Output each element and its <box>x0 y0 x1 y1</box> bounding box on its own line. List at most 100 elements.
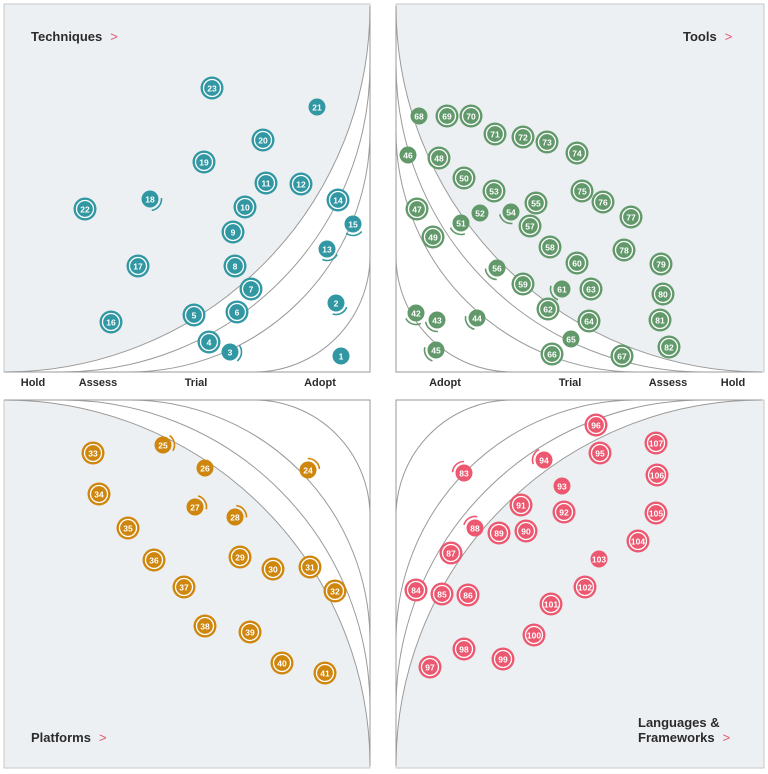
quadrant-title-languages-frameworks[interactable]: Languages & Frameworks > <box>638 715 730 745</box>
blip-52[interactable]: 52 <box>471 204 489 222</box>
blip-69[interactable]: 69 <box>435 104 459 128</box>
blip-27[interactable]: 27 <box>186 495 208 516</box>
blip-9[interactable]: 9 <box>221 220 245 244</box>
blip-65[interactable]: 65 <box>562 330 580 348</box>
blip-83[interactable]: 83 <box>451 460 473 482</box>
blip-55[interactable]: 55 <box>524 191 548 215</box>
blip-79[interactable]: 79 <box>649 252 673 276</box>
blip-102[interactable]: 102 <box>573 575 597 599</box>
blip-7[interactable]: 7 <box>239 277 263 301</box>
blip-58[interactable]: 58 <box>538 235 562 259</box>
blip-18[interactable]: 18 <box>141 190 163 212</box>
blip-33[interactable]: 33 <box>81 441 105 465</box>
blip-88[interactable]: 88 <box>463 515 484 537</box>
blip-6[interactable]: 6 <box>225 300 249 324</box>
blip-92[interactable]: 92 <box>552 500 576 524</box>
blip-16[interactable]: 16 <box>99 310 123 334</box>
blip-29[interactable]: 29 <box>228 545 252 569</box>
blip-106[interactable]: 106 <box>645 463 669 487</box>
blip-94[interactable]: 94 <box>531 448 553 469</box>
blip-63[interactable]: 63 <box>579 277 603 301</box>
blip-77[interactable]: 77 <box>619 205 643 229</box>
blip-53[interactable]: 53 <box>482 179 506 203</box>
blip-37[interactable]: 37 <box>172 575 196 599</box>
blip-62[interactable]: 62 <box>536 297 560 321</box>
blip-51[interactable]: 51 <box>449 214 470 236</box>
blip-96[interactable]: 96 <box>584 413 608 437</box>
blip-35[interactable]: 35 <box>116 516 140 540</box>
blip-86[interactable]: 86 <box>456 583 480 607</box>
blip-4[interactable]: 4 <box>197 330 221 354</box>
blip-45[interactable]: 45 <box>423 341 445 362</box>
blip-30[interactable]: 30 <box>261 557 285 581</box>
blip-3[interactable]: 3 <box>221 343 243 362</box>
blip-59[interactable]: 59 <box>511 272 535 296</box>
blip-85[interactable]: 85 <box>430 582 454 606</box>
blip-34[interactable]: 34 <box>87 482 111 506</box>
blip-87[interactable]: 87 <box>439 541 463 565</box>
blip-57[interactable]: 57 <box>518 214 542 238</box>
blip-23[interactable]: 23 <box>200 76 224 100</box>
blip-12[interactable]: 12 <box>289 172 313 196</box>
blip-73[interactable]: 73 <box>535 130 559 154</box>
blip-15[interactable]: 15 <box>344 215 363 237</box>
blip-56[interactable]: 56 <box>484 259 506 281</box>
blip-104[interactable]: 104 <box>626 529 650 553</box>
blip-49[interactable]: 49 <box>421 225 445 249</box>
blip-95[interactable]: 95 <box>588 441 612 465</box>
blip-60[interactable]: 60 <box>565 251 589 275</box>
blip-97[interactable]: 97 <box>418 655 442 679</box>
blip-80[interactable]: 80 <box>651 282 675 306</box>
blip-44[interactable]: 44 <box>464 309 486 330</box>
blip-64[interactable]: 64 <box>577 309 601 333</box>
blip-93[interactable]: 93 <box>553 477 571 495</box>
blip-21[interactable]: 21 <box>308 98 326 116</box>
blip-99[interactable]: 99 <box>491 647 515 671</box>
blip-105[interactable]: 105 <box>644 501 668 525</box>
blip-66[interactable]: 66 <box>540 342 564 366</box>
quadrant-title-techniques[interactable]: Techniques > <box>31 29 118 44</box>
blip-19[interactable]: 19 <box>192 150 216 174</box>
blip-8[interactable]: 8 <box>223 254 247 278</box>
blip-11[interactable]: 11 <box>254 171 278 195</box>
blip-40[interactable]: 40 <box>270 651 294 675</box>
blip-76[interactable]: 76 <box>591 190 615 214</box>
blip-75[interactable]: 75 <box>570 179 594 203</box>
blip-54[interactable]: 54 <box>498 203 520 225</box>
blip-84[interactable]: 84 <box>404 578 428 602</box>
blip-24[interactable]: 24 <box>299 457 321 479</box>
blip-89[interactable]: 89 <box>487 521 511 545</box>
blip-82[interactable]: 82 <box>657 335 681 359</box>
blip-78[interactable]: 78 <box>612 238 636 262</box>
blip-46[interactable]: 46 <box>399 146 417 164</box>
blip-5[interactable]: 5 <box>182 303 206 327</box>
blip-61[interactable]: 61 <box>549 280 571 301</box>
blip-13[interactable]: 13 <box>318 240 338 262</box>
blip-20[interactable]: 20 <box>251 128 275 152</box>
blip-43[interactable]: 43 <box>424 311 446 333</box>
blip-39[interactable]: 39 <box>238 620 262 644</box>
blip-31[interactable]: 31 <box>298 555 322 579</box>
blip-1[interactable]: 1 <box>332 347 350 365</box>
blip-36[interactable]: 36 <box>142 548 166 572</box>
blip-28[interactable]: 28 <box>226 504 248 526</box>
blip-10[interactable]: 10 <box>233 195 257 219</box>
blip-67[interactable]: 67 <box>610 344 634 368</box>
blip-101[interactable]: 101 <box>539 592 563 616</box>
blip-32[interactable]: 32 <box>323 579 347 603</box>
blip-81[interactable]: 81 <box>648 308 672 332</box>
blip-47[interactable]: 47 <box>405 197 429 221</box>
blip-41[interactable]: 41 <box>313 661 337 685</box>
blip-68[interactable]: 68 <box>410 107 428 125</box>
blip-72[interactable]: 72 <box>511 125 535 149</box>
blip-14[interactable]: 14 <box>326 188 350 212</box>
blip-103[interactable]: 103 <box>590 550 608 568</box>
blip-22[interactable]: 22 <box>73 197 97 221</box>
blip-50[interactable]: 50 <box>452 166 476 190</box>
blip-25[interactable]: 25 <box>154 434 176 454</box>
blip-70[interactable]: 70 <box>459 104 483 128</box>
blip-71[interactable]: 71 <box>483 122 507 146</box>
quadrant-title-platforms[interactable]: Platforms > <box>31 730 107 745</box>
blip-90[interactable]: 90 <box>514 519 538 543</box>
blip-2[interactable]: 2 <box>327 294 348 316</box>
